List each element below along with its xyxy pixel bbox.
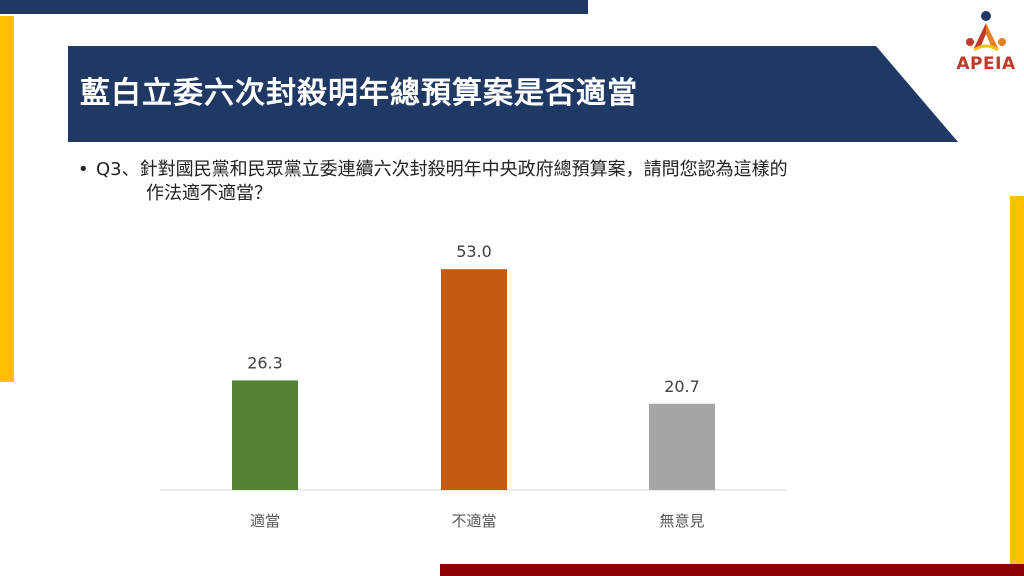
category-label-3: 無意見 [659, 512, 704, 530]
bar-2 [441, 269, 507, 490]
data-label-1: 26.3 [247, 353, 283, 372]
right-accent-bar [1010, 196, 1024, 568]
category-label-2: 不適當 [451, 512, 496, 530]
data-label-2: 53.0 [456, 242, 492, 261]
bottom-accent-bar [440, 564, 1024, 576]
question-line-2: 作法適不適當？ [146, 183, 272, 204]
title-banner [68, 46, 958, 142]
question-line-1: Q3、針對國民黨和民眾黨立委連續六次封殺明年中央政府總預算案，請問您認為這樣的 [96, 159, 788, 180]
page-title: 藍白立委六次封殺明年總預算案是否適當 [80, 76, 638, 111]
top-accent-bar [0, 0, 588, 14]
logo-text: APEIA [956, 54, 1016, 74]
left-accent-bar [0, 16, 14, 382]
bar-3 [649, 403, 715, 490]
apeia-logo-icon [950, 6, 1022, 78]
bar-1 [232, 380, 298, 490]
bullet: • [78, 159, 89, 180]
data-label-3: 20.7 [664, 377, 700, 396]
category-label-1: 適當 [250, 512, 280, 530]
